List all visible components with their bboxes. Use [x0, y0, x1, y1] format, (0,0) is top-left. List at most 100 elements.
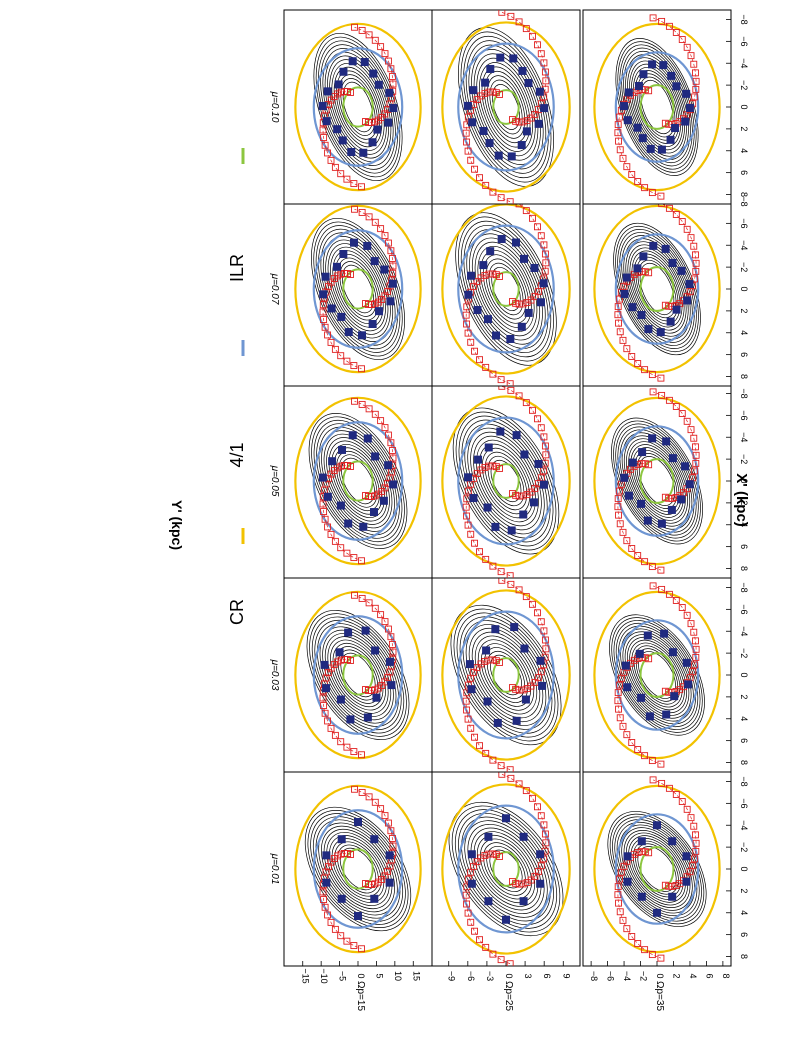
arm-marker	[498, 772, 506, 778]
orbit-ellipse	[312, 816, 404, 922]
four-one-circle	[457, 610, 555, 740]
resonant-orbit-marker	[519, 510, 528, 519]
orbit-ellipse	[461, 816, 551, 922]
resonant-orbit-marker	[464, 290, 473, 299]
arm-marker	[687, 52, 695, 60]
arm-marker	[464, 147, 472, 155]
arm-marker	[377, 417, 385, 425]
resonant-orbit-marker	[624, 88, 633, 97]
resonant-orbit-marker	[530, 263, 539, 272]
arm-marker	[351, 23, 358, 31]
cr-circle	[441, 589, 571, 761]
arm-marker	[628, 545, 636, 552]
resonant-orbit-marker	[637, 892, 646, 901]
resonant-orbit-marker	[518, 66, 527, 75]
arm-marker	[473, 470, 481, 478]
arm-marker	[507, 774, 515, 782]
x-tick-label: −6	[739, 218, 749, 228]
column-label: μ=0.05	[269, 465, 280, 497]
resonant-orbit-marker	[682, 877, 691, 886]
ilr-circle	[492, 271, 520, 307]
arm-marker	[506, 198, 514, 204]
orbit-ellipse	[486, 650, 526, 700]
legend-label-cr: CR	[227, 599, 247, 625]
arm-marker	[691, 275, 699, 283]
arm-marker	[529, 406, 536, 414]
arm-marker	[381, 618, 389, 626]
arm-marker	[634, 746, 642, 753]
resonant-orbit-marker	[484, 897, 493, 906]
resonant-orbit-marker	[534, 119, 543, 128]
arm-marker	[623, 163, 631, 171]
orbit-ellipse	[625, 54, 689, 160]
arm-marker	[687, 234, 695, 242]
x-tick-label: −8	[739, 388, 749, 398]
resonant-orbit-marker	[359, 148, 368, 157]
orbit-ellipse	[630, 63, 684, 151]
y-tick-label: −9	[447, 971, 457, 981]
arm-marker	[497, 762, 505, 770]
arm-marker	[634, 940, 642, 947]
panel-r2-c5	[431, 9, 581, 205]
arm-marker	[678, 410, 686, 417]
orbit-ellipse	[320, 232, 396, 346]
arm-marker	[523, 685, 531, 693]
resonant-orbit-marker	[657, 519, 666, 528]
ilr-circle	[639, 846, 675, 892]
resonant-orbit-marker	[371, 452, 380, 461]
arm-marker	[467, 724, 475, 732]
resonant-orbit-marker	[662, 437, 671, 446]
resonant-orbit-marker	[335, 648, 344, 657]
orbit-ellipse	[465, 624, 547, 726]
arm-marker	[687, 620, 695, 628]
resonant-orbit-marker	[469, 494, 478, 503]
arm-guide	[322, 465, 362, 562]
ilr-circle	[342, 654, 374, 696]
cr-circle	[593, 204, 721, 374]
y-tick-label: 4	[688, 973, 698, 978]
arm-guide	[501, 11, 547, 123]
arm-marker	[331, 537, 339, 545]
resonant-orbit-marker	[385, 851, 394, 860]
resonant-orbit-marker	[502, 814, 510, 823]
arm-marker	[657, 954, 665, 962]
arm-guide	[354, 208, 394, 305]
y-tick-label: 0	[504, 973, 514, 978]
arm-marker	[471, 927, 478, 935]
resonant-orbit-marker	[512, 431, 521, 440]
panel-r2-c3	[431, 383, 581, 579]
resonant-orbit-marker	[534, 459, 543, 468]
panel-r1-c1: −15 −10 −5 0 5 10 15 Ωp=15 μ=0.01	[269, 771, 433, 1011]
orbit-ellipse	[458, 216, 554, 362]
arm-marker	[616, 714, 624, 722]
arm-marker	[649, 582, 657, 590]
arm-guide	[652, 585, 697, 693]
arm-marker	[527, 114, 535, 122]
orbit-ellipse	[327, 243, 389, 335]
resonant-orbit-marker	[620, 102, 629, 111]
x-tick-label: −6	[739, 604, 749, 614]
arm-marker	[324, 669, 332, 677]
panel-frame	[582, 577, 732, 773]
resonant-orbit-marker	[473, 306, 482, 315]
arm-marker	[377, 225, 385, 233]
arm-marker	[482, 749, 490, 757]
panel-plot	[593, 582, 721, 768]
resonant-orbit-marker	[322, 878, 331, 887]
orbit-ellipse	[638, 456, 676, 506]
resonant-orbit-marker	[322, 851, 331, 860]
arm-marker	[388, 72, 396, 80]
arm-marker	[628, 739, 636, 746]
resonant-orbit-marker	[538, 681, 547, 690]
resonant-orbit-marker	[373, 125, 382, 134]
orbit-ellipse	[480, 643, 532, 707]
arm-marker	[515, 392, 523, 400]
panel-frame	[431, 383, 581, 579]
arm-marker	[485, 850, 493, 858]
arm-marker	[320, 316, 328, 324]
arm-marker	[531, 292, 539, 300]
resonant-orbit-marker	[637, 693, 646, 702]
arm-marker	[489, 562, 497, 570]
arm-marker	[358, 594, 366, 602]
orbit-ellipse	[471, 237, 541, 341]
